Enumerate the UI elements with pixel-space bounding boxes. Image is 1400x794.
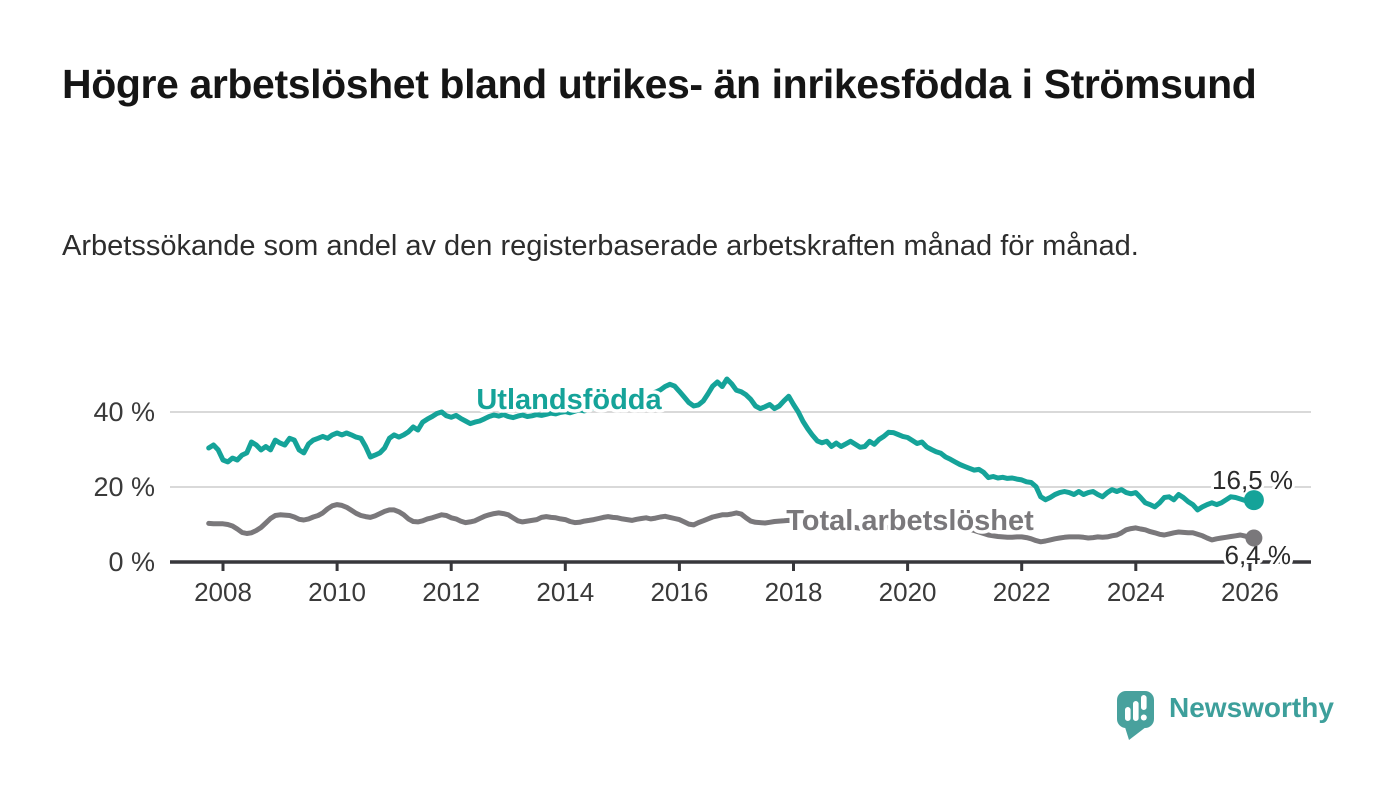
end-dot-utlandsfodda <box>1243 490 1264 511</box>
x-tick-label-2022: 2022 <box>993 577 1051 607</box>
x-tick-label-2008: 2008 <box>194 577 252 607</box>
total-arbetsloshet-line <box>206 502 1253 545</box>
y-tick-label-20: 20 % <box>93 472 155 502</box>
end-value-label-utlandsfodda: 16,5 % <box>1212 465 1293 495</box>
x-tick-label-2024: 2024 <box>1107 577 1165 607</box>
logo-exclamation-bar <box>1141 695 1147 710</box>
logo-bar-short <box>1125 707 1131 721</box>
series-label-total-arbetsloshet: Total arbetslöshet <box>786 505 1034 537</box>
y-tick-label-40: 40 % <box>93 397 155 427</box>
newsworthy-logo-icon <box>1117 691 1154 740</box>
end-dot-total-arbetsloshet <box>1245 529 1263 547</box>
series-label-utlandsfodda: Utlandsfödda <box>476 384 662 416</box>
logo-bar-tall <box>1133 701 1139 721</box>
x-tick-label-2012: 2012 <box>422 577 480 607</box>
page-subtitle: Arbetssökande som andel av den registerb… <box>62 230 1139 262</box>
x-tick-label-2026: 2026 <box>1221 577 1279 607</box>
page-title: Högre arbetslöshet bland utrikes- än inr… <box>62 61 1257 107</box>
logo-bubble-tail <box>1124 724 1146 740</box>
x-tick-label-2020: 2020 <box>879 577 937 607</box>
x-tick-label-2018: 2018 <box>765 577 823 607</box>
x-tick-label-2016: 2016 <box>650 577 708 607</box>
newsworthy-logo-text: Newsworthy <box>1169 692 1334 723</box>
logo-exclamation-dot <box>1140 714 1147 721</box>
utlandsfodda-line <box>206 376 1253 513</box>
x-tick-label-2014: 2014 <box>536 577 594 607</box>
unemployment-line-chart: 2008 2010 2012 2014 2016 2018 2020 2022 2024 2026… <box>93 376 1311 607</box>
x-tick-label-2010: 2010 <box>308 577 366 607</box>
y-tick-label-0: 0 % <box>108 547 155 577</box>
newsworthy-brand: Newsworthy <box>1116 688 1334 740</box>
